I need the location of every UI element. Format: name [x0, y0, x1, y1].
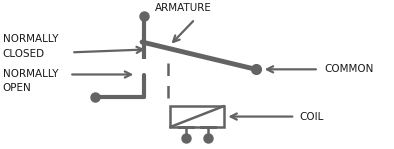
Text: COMMON: COMMON — [325, 64, 374, 74]
Text: NORMALLY: NORMALLY — [3, 34, 58, 44]
Bar — [171, 106, 223, 127]
Text: ARMATURE: ARMATURE — [155, 3, 212, 13]
Text: COIL: COIL — [299, 112, 323, 122]
Text: CLOSED: CLOSED — [3, 49, 45, 59]
Text: OPEN: OPEN — [3, 83, 32, 93]
Text: NORMALLY: NORMALLY — [3, 69, 58, 79]
